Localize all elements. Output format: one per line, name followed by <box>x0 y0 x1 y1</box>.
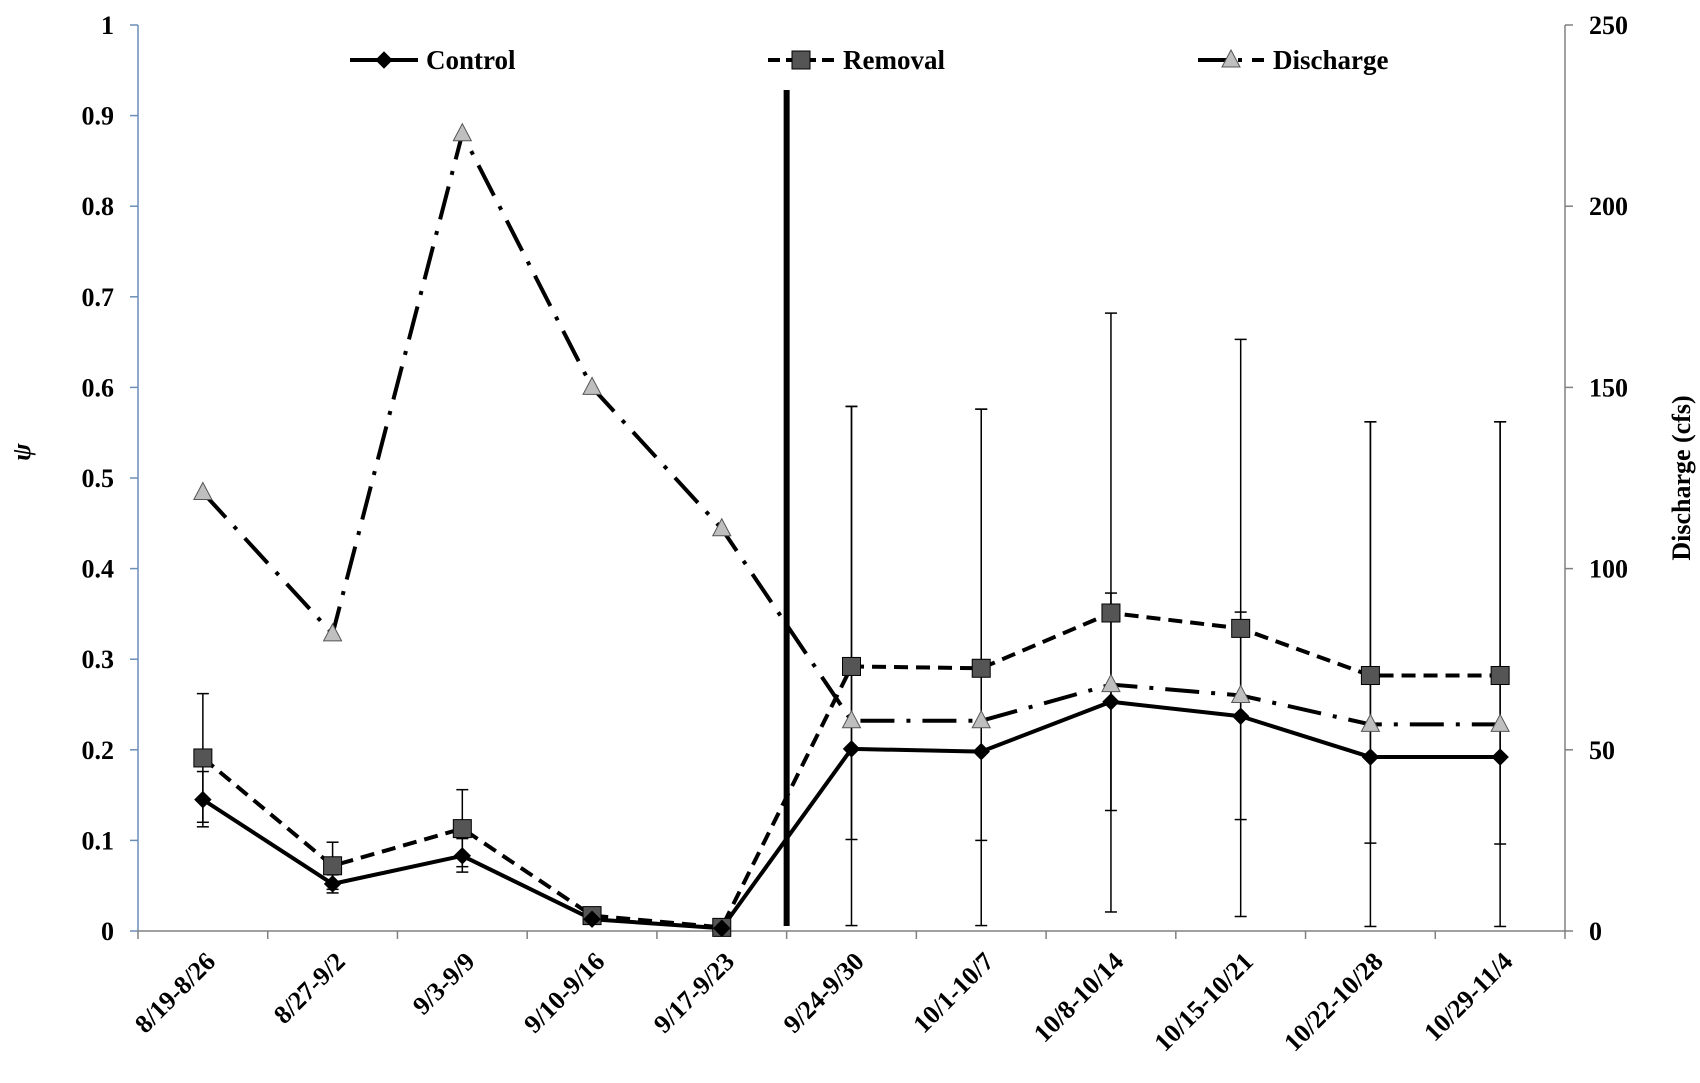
data-point-control <box>453 847 472 865</box>
right-axis-ticks: 0 50 100 150 200 250 <box>1565 11 1628 946</box>
left-tick-label: 0.9 <box>82 102 115 131</box>
legend-label-control: Control <box>426 45 516 75</box>
left-tick-label: 0.7 <box>82 283 115 312</box>
legend: Control Removal Discharge <box>350 45 1388 75</box>
legend-label-removal: Removal <box>843 45 945 75</box>
data-point-removal <box>1360 666 1380 686</box>
data-point-discharge <box>322 622 343 642</box>
legend-marker-discharge <box>1221 48 1241 68</box>
x-tick-label: 10/29-11/4 <box>1418 947 1518 1047</box>
right-tick-label: 200 <box>1589 192 1628 221</box>
data-point-discharge <box>452 122 473 142</box>
y-axis-title: ψ <box>7 443 36 461</box>
left-tick-label: 0.1 <box>82 826 115 855</box>
data-point-removal <box>842 656 861 676</box>
data-point-control <box>1491 748 1509 766</box>
left-tick-label: 0 <box>101 917 114 946</box>
x-tick-label: 9/3-9/9 <box>407 947 481 1021</box>
x-tick-label: 10/1-10/7 <box>907 947 999 1039</box>
data-point-discharge <box>1101 673 1121 693</box>
left-tick-label: 0.4 <box>82 555 115 584</box>
x-tick-label: 9/17-9/23 <box>648 947 740 1039</box>
data-point-removal <box>193 748 213 768</box>
data-point-removal <box>452 819 472 839</box>
x-tick-label: 10/15-10/21 <box>1149 947 1259 1057</box>
right-tick-label: 100 <box>1589 555 1628 584</box>
data-point-control <box>194 790 212 809</box>
data-point-removal <box>1101 603 1121 623</box>
x-tick-label: 10/22-10/28 <box>1278 947 1388 1057</box>
x-tick-label: 8/19-8/26 <box>129 947 221 1039</box>
x-axis-ticks: 8/19-8/26 8/27-9/2 9/3-9/9 9/10-9/16 9/17-9/… <box>129 931 1566 1057</box>
error-bars <box>196 312 1507 930</box>
data-point-control <box>713 919 731 937</box>
data-point-control <box>323 875 342 893</box>
data-point-discharge <box>1360 713 1381 732</box>
legend-marker-removal <box>791 50 811 70</box>
data-point-discharge <box>1230 684 1251 703</box>
left-axis-ticks: 0 0.1 0.2 0.3 0.4 0.5 0.6 0.7 0.8 0.9 1 <box>82 11 138 946</box>
legend-marker-control <box>375 51 393 69</box>
legend-label-discharge: Discharge <box>1273 45 1388 75</box>
data-point-removal <box>323 856 343 876</box>
x-tick-label: 8/27-9/2 <box>268 947 351 1030</box>
data-point-removal <box>971 658 991 678</box>
data-point-control <box>842 740 861 758</box>
left-tick-label: 0.2 <box>82 736 115 765</box>
left-tick-label: 0.8 <box>82 192 115 221</box>
series-markers <box>193 122 1510 937</box>
data-point-removal <box>1490 666 1510 686</box>
left-tick-label: 0.6 <box>82 373 115 402</box>
data-point-discharge <box>711 517 732 537</box>
left-tick-label: 0.3 <box>82 645 115 674</box>
data-point-discharge <box>971 709 992 729</box>
data-point-removal <box>1231 618 1251 638</box>
x-tick-label: 9/24-9/30 <box>778 947 870 1039</box>
right-tick-label: 0 <box>1589 917 1602 946</box>
left-tick-label: 0.5 <box>82 464 115 493</box>
data-point-discharge <box>582 376 602 395</box>
left-tick-label: 1 <box>101 11 114 40</box>
data-point-control <box>1231 707 1250 725</box>
data-point-discharge <box>1490 713 1510 732</box>
data-point-discharge <box>193 481 213 500</box>
data-point-control <box>1102 693 1120 711</box>
right-tick-label: 250 <box>1589 11 1628 40</box>
right-tick-label: 50 <box>1589 736 1615 765</box>
data-point-discharge <box>841 709 862 729</box>
data-point-control <box>972 742 990 761</box>
x-tick-label: 10/8-10/14 <box>1028 947 1129 1048</box>
y2-axis-title: Discharge (cfs) <box>1667 395 1696 560</box>
data-point-control <box>583 910 601 928</box>
data-point-control <box>1361 748 1380 766</box>
right-tick-label: 150 <box>1589 373 1628 402</box>
x-tick-label: 9/10-9/16 <box>518 947 610 1039</box>
